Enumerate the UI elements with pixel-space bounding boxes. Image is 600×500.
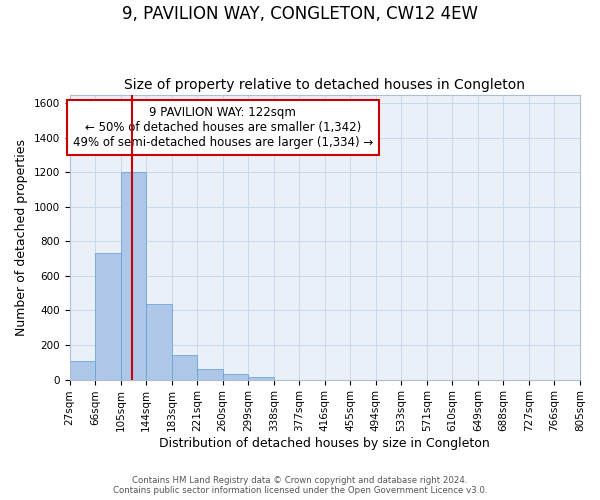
Bar	[121, 172, 146, 380]
Bar	[95, 254, 121, 380]
Bar	[146, 304, 172, 380]
Title: Size of property relative to detached houses in Congleton: Size of property relative to detached ho…	[124, 78, 525, 92]
Bar	[70, 360, 95, 380]
Text: 9, PAVILION WAY, CONGLETON, CW12 4EW: 9, PAVILION WAY, CONGLETON, CW12 4EW	[122, 5, 478, 23]
Bar	[197, 369, 223, 380]
Text: Contains HM Land Registry data © Crown copyright and database right 2024.
Contai: Contains HM Land Registry data © Crown c…	[113, 476, 487, 495]
Bar	[223, 374, 248, 380]
Bar	[172, 354, 197, 380]
Y-axis label: Number of detached properties: Number of detached properties	[15, 138, 28, 336]
X-axis label: Distribution of detached houses by size in Congleton: Distribution of detached houses by size …	[160, 437, 490, 450]
Text: 9 PAVILION WAY: 122sqm
← 50% of detached houses are smaller (1,342)
49% of semi-: 9 PAVILION WAY: 122sqm ← 50% of detached…	[73, 106, 373, 149]
Bar	[248, 377, 274, 380]
